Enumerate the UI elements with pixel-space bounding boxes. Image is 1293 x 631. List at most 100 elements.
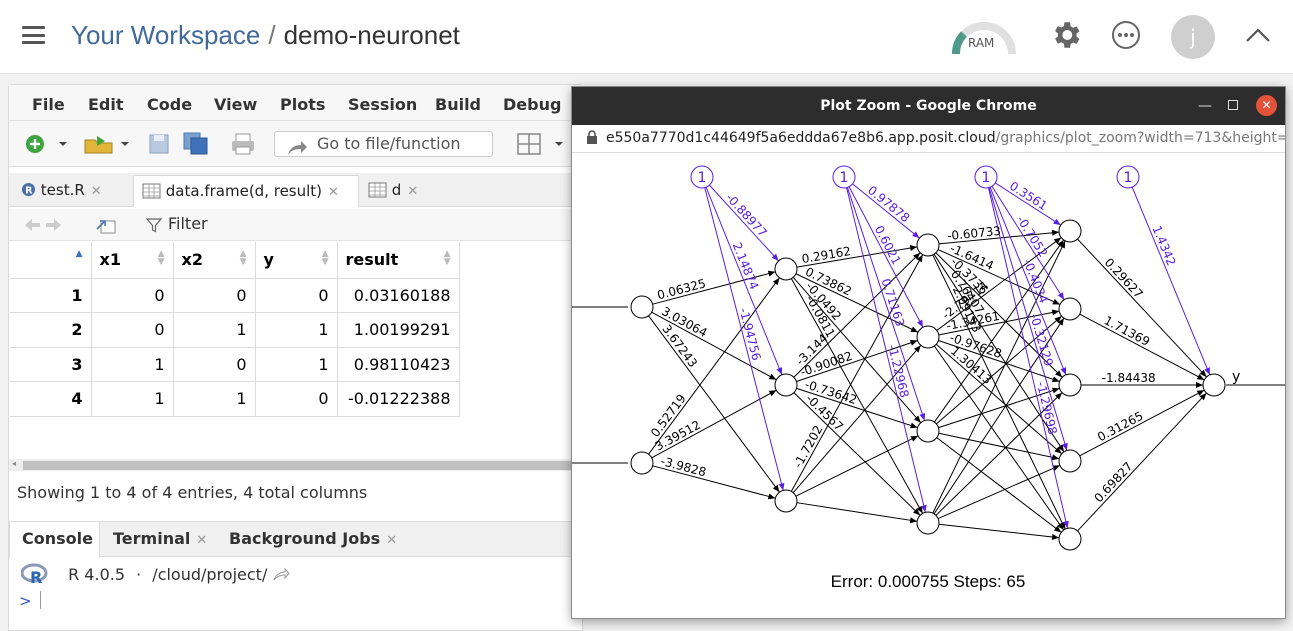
arrow-head [909, 517, 918, 524]
arrow-head [916, 505, 923, 514]
hamburger-icon[interactable] [22, 26, 45, 44]
menu-view[interactable]: View [214, 95, 258, 114]
weight-label: 2.14874 [730, 240, 762, 291]
tab-label: d [391, 181, 402, 199]
save-all-icon[interactable] [183, 132, 209, 156]
goto-directory-icon[interactable] [272, 567, 291, 582]
column-header-y[interactable]: y ▲ ▼ [255, 242, 338, 279]
data-viewer-toolbar: Filter [9, 209, 582, 241]
menu-code[interactable]: Code [147, 95, 193, 114]
minimize-icon[interactable]: — [1198, 98, 1212, 114]
arrow-head [1053, 218, 1061, 226]
arrow-head [920, 504, 927, 513]
connection-edge [651, 311, 777, 381]
tab-data-frame[interactable]: data.frame(d, result) ✕ [133, 175, 359, 207]
print-icon[interactable] [230, 132, 256, 156]
arrow-head [1055, 370, 1063, 378]
breadcrumb-separator: / [268, 20, 276, 50]
close-icon[interactable]: ✕ [196, 533, 208, 548]
close-icon[interactable]: ✕ [386, 533, 398, 548]
tab-background-jobs[interactable]: Background Jobs ✕ [229, 529, 398, 548]
column-header-x2[interactable]: x2 ▲ ▼ [173, 242, 256, 279]
console-input[interactable]: > [19, 591, 41, 610]
tab-terminal[interactable]: Terminal ✕ [113, 529, 208, 548]
new-file-icon[interactable] [23, 132, 69, 156]
tab-label: data.frame(d, result) [165, 182, 323, 200]
table-row: 4 1 1 0 -0.01222388 [10, 381, 460, 417]
arrow-head [768, 373, 777, 380]
close-icon[interactable]: ✕ [90, 184, 102, 199]
arrow-head [1053, 237, 1062, 245]
arrow-head [916, 319, 923, 328]
arrow-head [776, 367, 783, 375]
chevron-up-icon[interactable] [1245, 26, 1271, 44]
connection-edge [989, 187, 1067, 375]
tab-test-r[interactable]: R test.R ✕ [21, 175, 131, 207]
bias-label: 1 [840, 170, 849, 186]
connection-edge [1079, 313, 1205, 381]
neuron-node [774, 373, 798, 397]
more-icon[interactable] [1110, 18, 1142, 52]
url-path: /graphics/plot_zoom?width=713&height=466… [995, 130, 1285, 146]
menu-file[interactable]: File [32, 95, 65, 114]
plot-footer: Error: 0.000755 Steps: 65 [831, 572, 1026, 591]
menu-edit[interactable]: Edit [88, 95, 124, 114]
close-icon[interactable]: ✕ [328, 185, 339, 200]
connection-edge [648, 315, 780, 493]
open-folder-icon[interactable] [83, 132, 133, 156]
r-file-icon: R [21, 182, 36, 196]
connection-edge [938, 340, 1060, 382]
menu-plots[interactable]: Plots [280, 95, 326, 114]
connection-edge [1079, 389, 1205, 457]
arrow-head [778, 482, 785, 491]
gear-icon[interactable] [1049, 18, 1083, 52]
pane-layout-icon[interactable] [517, 132, 567, 156]
filter-icon[interactable] [146, 218, 162, 233]
goto-file-input[interactable]: Go to file/function [274, 131, 493, 157]
back-forward-icon[interactable] [23, 217, 63, 233]
menu-build[interactable]: Build [435, 95, 482, 114]
menu-debug[interactable]: Debug [503, 95, 562, 114]
arrow-head [910, 435, 919, 442]
arrow-head [909, 422, 918, 429]
connection-edge [648, 277, 780, 455]
column-header-x1[interactable]: x1 ▲ ▼ [91, 242, 174, 279]
connection-edge [935, 252, 1063, 378]
arrow-head [1054, 446, 1062, 454]
table-icon [368, 182, 387, 198]
menu-session[interactable]: Session [348, 95, 418, 114]
column-header-result[interactable]: result ▲ ▼ [337, 242, 460, 279]
address-bar[interactable]: e550a7770d1c44649f5a6eddda67e8b6.app.pos… [572, 125, 1285, 153]
url-host: e550a7770d1c44649f5a6eddda67e8b6.app.pos… [606, 130, 996, 146]
table-row: 1 0 0 0 0.03160188 [10, 278, 460, 313]
arrow-head [1057, 318, 1064, 326]
filter-label[interactable]: Filter [168, 214, 208, 233]
save-icon[interactable] [148, 132, 170, 156]
avatar[interactable]: j [1171, 15, 1215, 59]
close-icon[interactable]: ✕ [1256, 95, 1277, 116]
close-icon[interactable]: ✕ [407, 184, 419, 199]
scrollbar-thumb[interactable] [23, 461, 583, 470]
arrow-head [1051, 454, 1060, 461]
popout-icon[interactable] [95, 217, 117, 235]
working-directory[interactable]: /cloud/project/ [152, 565, 268, 584]
menu-bar: File Edit Code View Plots Session Build … [9, 85, 582, 121]
rstudio-window: File Edit Code View Plots Session Build … [8, 84, 583, 631]
neuron-node [1058, 527, 1082, 551]
row-number-header[interactable]: ▲ [10, 242, 92, 279]
arrow-head [910, 326, 919, 333]
arrow-head [913, 252, 921, 260]
data-table: ▲ x1 ▲ ▼ x2 ▲ ▼ y ▲ ▼ result ▲ ▼ 1 0 0 0 0.03160… [10, 242, 460, 417]
weight-label: 0.97878 [865, 183, 912, 225]
horizontal-scrollbar[interactable]: ◂ [9, 459, 583, 471]
arrow-head [772, 484, 780, 493]
connection-edge [933, 239, 1065, 423]
tab-console[interactable]: Console [9, 522, 100, 558]
neuron-node [1058, 219, 1082, 243]
arrow-head [909, 339, 918, 346]
maximize-icon[interactable] [1228, 100, 1238, 110]
connection-edge [846, 187, 926, 421]
tab-d[interactable]: d ✕ [368, 175, 438, 207]
arrow-head [1051, 534, 1060, 540]
breadcrumb-workspace[interactable]: Your Workspace [71, 20, 261, 50]
